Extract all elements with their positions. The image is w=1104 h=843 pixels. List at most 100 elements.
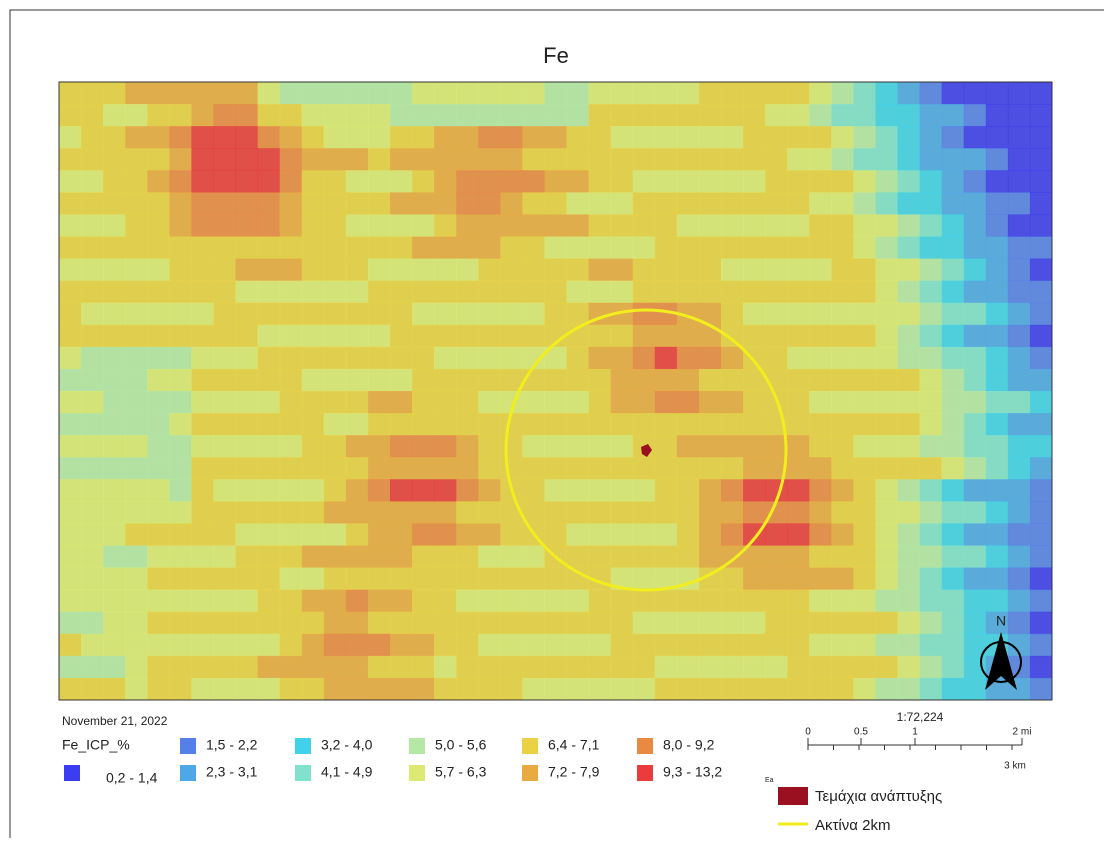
raster-cell — [103, 457, 126, 480]
raster-cell — [434, 192, 457, 215]
raster-cell — [346, 170, 369, 193]
raster-cell — [721, 634, 744, 657]
raster-cell — [1030, 457, 1053, 480]
raster-cell — [280, 148, 303, 171]
raster-cell — [743, 104, 766, 127]
raster-cell — [942, 369, 965, 392]
raster-cell — [787, 170, 810, 193]
raster-cell — [191, 192, 214, 215]
raster-cell — [853, 148, 876, 171]
raster-cell — [743, 457, 766, 480]
raster-cell — [302, 435, 325, 458]
raster-cell — [456, 546, 479, 569]
raster-cell — [522, 546, 545, 569]
raster-cell — [589, 259, 612, 282]
raster-cell — [1008, 413, 1031, 436]
raster-cell — [169, 325, 192, 348]
raster-cell — [721, 104, 744, 127]
raster-cell — [103, 369, 126, 392]
raster-cell — [346, 413, 369, 436]
raster-cell — [831, 214, 854, 237]
raster-cell — [655, 192, 678, 215]
raster-cell — [81, 479, 104, 502]
raster-cell — [809, 457, 832, 480]
raster-cell — [765, 546, 788, 569]
raster-cell — [500, 523, 523, 546]
raster-cell — [280, 546, 303, 569]
raster-cell — [258, 303, 281, 326]
raster-cell — [125, 214, 148, 237]
raster-cell — [59, 259, 82, 282]
map-page: Fe N November 21, 2022 Fe_ICP_% 0,2 - 1,… — [0, 0, 1104, 838]
raster-cell — [434, 634, 457, 657]
raster-cell — [478, 82, 501, 105]
raster-cell — [589, 634, 612, 657]
raster-cell — [213, 391, 236, 414]
raster-cell — [1030, 523, 1053, 546]
raster-cell — [103, 590, 126, 613]
raster-cell — [920, 501, 943, 524]
raster-cell — [346, 546, 369, 569]
raster-cell — [633, 634, 656, 657]
raster-cell — [103, 82, 126, 105]
raster-cell — [699, 325, 722, 348]
raster-cell — [544, 656, 567, 679]
raster-cell — [655, 325, 678, 348]
raster-cell — [346, 457, 369, 480]
raster-cell — [787, 237, 810, 260]
attribution: Ea — [765, 777, 774, 784]
raster-cell — [324, 501, 347, 524]
raster-cell — [986, 303, 1009, 326]
overlay-swatch — [778, 787, 808, 805]
raster-cell — [434, 325, 457, 348]
raster-cell — [964, 413, 987, 436]
raster-cell — [898, 369, 921, 392]
raster-cell — [236, 435, 259, 458]
raster-cell — [1008, 501, 1031, 524]
raster-cell — [147, 568, 170, 591]
raster-cell — [633, 347, 656, 370]
raster-cell — [964, 435, 987, 458]
raster-cell — [81, 303, 104, 326]
raster-cell — [213, 347, 236, 370]
raster-cell — [147, 546, 170, 569]
raster-cell — [368, 479, 391, 502]
raster-cell — [258, 678, 281, 701]
raster-cell — [765, 148, 788, 171]
raster — [59, 82, 1053, 701]
raster-cell — [544, 523, 567, 546]
overlay-label: Ακτίνα 2km — [815, 817, 890, 834]
raster-cell — [478, 303, 501, 326]
raster-cell — [125, 126, 148, 149]
raster-cell — [147, 634, 170, 657]
raster-cell — [721, 281, 744, 304]
raster-cell — [611, 435, 634, 458]
raster-cell — [368, 237, 391, 260]
raster-cell — [743, 237, 766, 260]
raster-cell — [368, 435, 391, 458]
legend-label: 8,0 - 9,2 — [663, 737, 715, 753]
scale-label: 0 — [805, 727, 811, 738]
raster-cell — [655, 126, 678, 149]
raster-cell — [898, 391, 921, 414]
raster-cell — [544, 281, 567, 304]
raster-cell — [59, 568, 82, 591]
raster-cell — [280, 369, 303, 392]
raster-cell — [567, 170, 590, 193]
raster-cell — [390, 325, 413, 348]
raster-cell — [368, 192, 391, 215]
raster-cell — [169, 82, 192, 105]
raster-cell — [434, 568, 457, 591]
raster-cell — [743, 501, 766, 524]
raster-cell — [898, 656, 921, 679]
raster-cell — [59, 501, 82, 524]
raster-cell — [920, 281, 943, 304]
raster-cell — [346, 479, 369, 502]
raster-cell — [500, 281, 523, 304]
raster-cell — [368, 126, 391, 149]
raster-cell — [236, 82, 259, 105]
raster-cell — [787, 501, 810, 524]
raster-cell — [567, 457, 590, 480]
raster-cell — [942, 413, 965, 436]
raster-cell — [898, 347, 921, 370]
